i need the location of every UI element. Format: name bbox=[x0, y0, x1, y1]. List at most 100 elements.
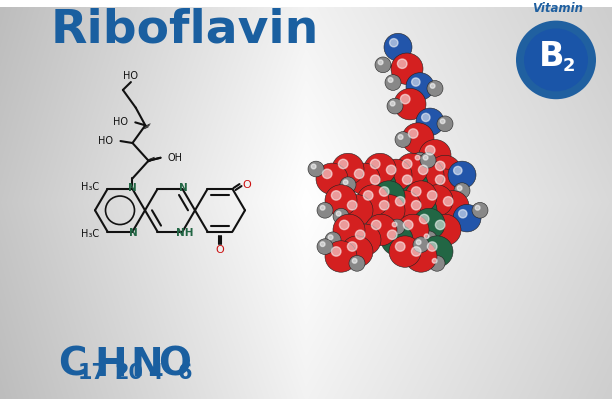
Circle shape bbox=[340, 220, 349, 230]
Circle shape bbox=[343, 180, 348, 185]
Circle shape bbox=[453, 166, 462, 175]
Circle shape bbox=[454, 183, 470, 198]
Circle shape bbox=[341, 195, 373, 226]
Circle shape bbox=[375, 57, 391, 73]
Circle shape bbox=[402, 123, 434, 154]
Circle shape bbox=[395, 242, 405, 251]
Circle shape bbox=[448, 161, 476, 189]
Circle shape bbox=[385, 75, 401, 91]
Circle shape bbox=[384, 34, 412, 61]
Circle shape bbox=[411, 247, 421, 256]
Circle shape bbox=[444, 197, 453, 206]
Circle shape bbox=[364, 191, 373, 200]
Circle shape bbox=[390, 101, 395, 106]
Circle shape bbox=[354, 169, 364, 178]
Circle shape bbox=[437, 116, 453, 132]
Circle shape bbox=[388, 78, 393, 82]
Circle shape bbox=[405, 241, 437, 272]
Circle shape bbox=[420, 152, 436, 168]
Circle shape bbox=[422, 113, 430, 122]
Text: NH: NH bbox=[176, 227, 193, 237]
Text: HO: HO bbox=[113, 117, 129, 127]
Circle shape bbox=[338, 159, 348, 169]
Circle shape bbox=[403, 220, 413, 230]
Circle shape bbox=[405, 195, 437, 226]
Text: HO: HO bbox=[99, 136, 113, 146]
Circle shape bbox=[427, 191, 437, 200]
Text: O: O bbox=[242, 180, 251, 190]
Circle shape bbox=[421, 185, 453, 216]
Circle shape bbox=[379, 187, 389, 196]
Circle shape bbox=[435, 220, 445, 230]
Circle shape bbox=[429, 169, 461, 200]
Circle shape bbox=[389, 219, 405, 235]
Circle shape bbox=[400, 95, 410, 104]
Circle shape bbox=[317, 239, 333, 255]
Text: HO: HO bbox=[124, 71, 138, 81]
Circle shape bbox=[395, 197, 405, 206]
Circle shape bbox=[364, 153, 396, 185]
Circle shape bbox=[427, 81, 443, 96]
Text: N: N bbox=[129, 227, 138, 237]
Circle shape bbox=[435, 161, 445, 171]
Circle shape bbox=[308, 161, 324, 177]
Circle shape bbox=[356, 230, 365, 239]
Text: 2: 2 bbox=[563, 57, 575, 75]
Circle shape bbox=[348, 163, 380, 195]
Circle shape bbox=[427, 242, 437, 251]
Circle shape bbox=[419, 140, 451, 171]
Circle shape bbox=[453, 204, 481, 232]
Circle shape bbox=[390, 39, 398, 47]
Circle shape bbox=[398, 134, 403, 139]
Circle shape bbox=[412, 78, 420, 86]
Circle shape bbox=[440, 119, 445, 124]
Text: Vitamin: Vitamin bbox=[532, 2, 583, 15]
Circle shape bbox=[432, 259, 437, 263]
Text: N: N bbox=[130, 346, 163, 383]
Circle shape bbox=[391, 53, 423, 85]
Circle shape bbox=[411, 201, 421, 210]
Circle shape bbox=[364, 169, 396, 200]
Circle shape bbox=[429, 155, 461, 187]
Circle shape bbox=[416, 240, 421, 245]
Circle shape bbox=[323, 169, 332, 178]
Circle shape bbox=[373, 195, 405, 226]
Circle shape bbox=[378, 60, 383, 65]
Circle shape bbox=[389, 191, 421, 222]
Circle shape bbox=[421, 236, 453, 267]
Circle shape bbox=[524, 28, 588, 91]
Circle shape bbox=[387, 98, 403, 114]
Circle shape bbox=[325, 241, 357, 272]
Circle shape bbox=[424, 234, 429, 239]
Circle shape bbox=[429, 214, 461, 246]
Text: N: N bbox=[128, 183, 137, 193]
Circle shape bbox=[320, 242, 325, 247]
Circle shape bbox=[348, 242, 357, 251]
Circle shape bbox=[412, 159, 444, 191]
Circle shape bbox=[379, 201, 389, 210]
Circle shape bbox=[333, 208, 349, 224]
Circle shape bbox=[349, 255, 365, 271]
Text: Riboflavin: Riboflavin bbox=[51, 8, 319, 53]
Circle shape bbox=[311, 164, 316, 169]
Circle shape bbox=[406, 73, 434, 100]
Circle shape bbox=[325, 185, 357, 216]
Circle shape bbox=[413, 208, 445, 240]
Circle shape bbox=[348, 201, 357, 210]
Circle shape bbox=[403, 159, 412, 169]
Text: 17: 17 bbox=[78, 363, 107, 383]
Circle shape bbox=[316, 163, 348, 195]
Circle shape bbox=[332, 153, 364, 185]
Circle shape bbox=[475, 205, 480, 210]
Circle shape bbox=[425, 146, 435, 155]
Circle shape bbox=[415, 155, 420, 160]
Circle shape bbox=[389, 236, 421, 267]
Circle shape bbox=[373, 181, 405, 212]
Circle shape bbox=[396, 153, 428, 185]
Circle shape bbox=[317, 202, 333, 218]
Circle shape bbox=[357, 185, 389, 216]
Circle shape bbox=[336, 211, 341, 216]
Circle shape bbox=[457, 186, 462, 190]
Circle shape bbox=[472, 202, 488, 218]
Circle shape bbox=[516, 21, 596, 99]
